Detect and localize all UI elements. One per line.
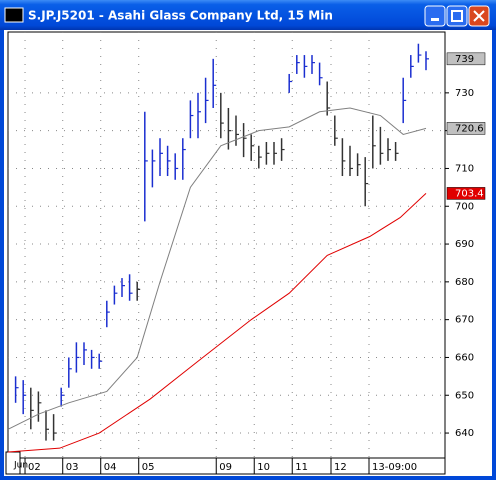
maximize-icon: [451, 10, 463, 22]
window-title: S.JP.J5201 - Asahi Glass Company Ltd, 15…: [28, 9, 333, 23]
app-icon: [4, 7, 24, 23]
minimize-button[interactable]: [424, 5, 446, 27]
last-price-label: 739: [455, 54, 474, 65]
y-tick-label: 670: [455, 315, 474, 326]
y-tick-label: 680: [455, 277, 474, 288]
last-value-label: 703.4: [455, 188, 484, 199]
x-tick-label: 09: [219, 462, 232, 473]
last-value-box: [446, 122, 486, 135]
y-tick-label: 690: [455, 239, 474, 250]
last-value-box: [446, 187, 486, 200]
title-bar: [0, 0, 496, 30]
y-tick-label: 660: [455, 352, 474, 363]
x-period-label: Jun: [13, 461, 28, 471]
last-value-label: 720.6: [455, 123, 484, 134]
maximize-button[interactable]: [446, 5, 468, 27]
close-icon: [473, 10, 485, 22]
x-tick-label: 04: [104, 462, 117, 473]
x-tick-label: 12: [334, 462, 347, 473]
x-tick-label: 05: [142, 462, 155, 473]
x-tick-label: 10: [257, 462, 270, 473]
x-tick-label: 11: [295, 462, 308, 473]
x-tick-label: 02: [28, 462, 41, 473]
x-tick-label: 13-09:00: [372, 462, 417, 473]
chart-panel: [4, 30, 492, 476]
y-tick-label: 650: [455, 390, 474, 401]
y-tick-label: 700: [455, 201, 474, 212]
last-price-box: [446, 52, 486, 66]
minimize-icon: [431, 18, 439, 21]
y-tick-label: 640: [455, 428, 474, 439]
moving-average-line: [7, 107, 427, 430]
moving-average-line: [7, 193, 427, 453]
y-tick-label: 730: [455, 88, 474, 99]
x-tick-label: 03: [66, 462, 79, 473]
y-tick-label: 710: [455, 163, 474, 174]
